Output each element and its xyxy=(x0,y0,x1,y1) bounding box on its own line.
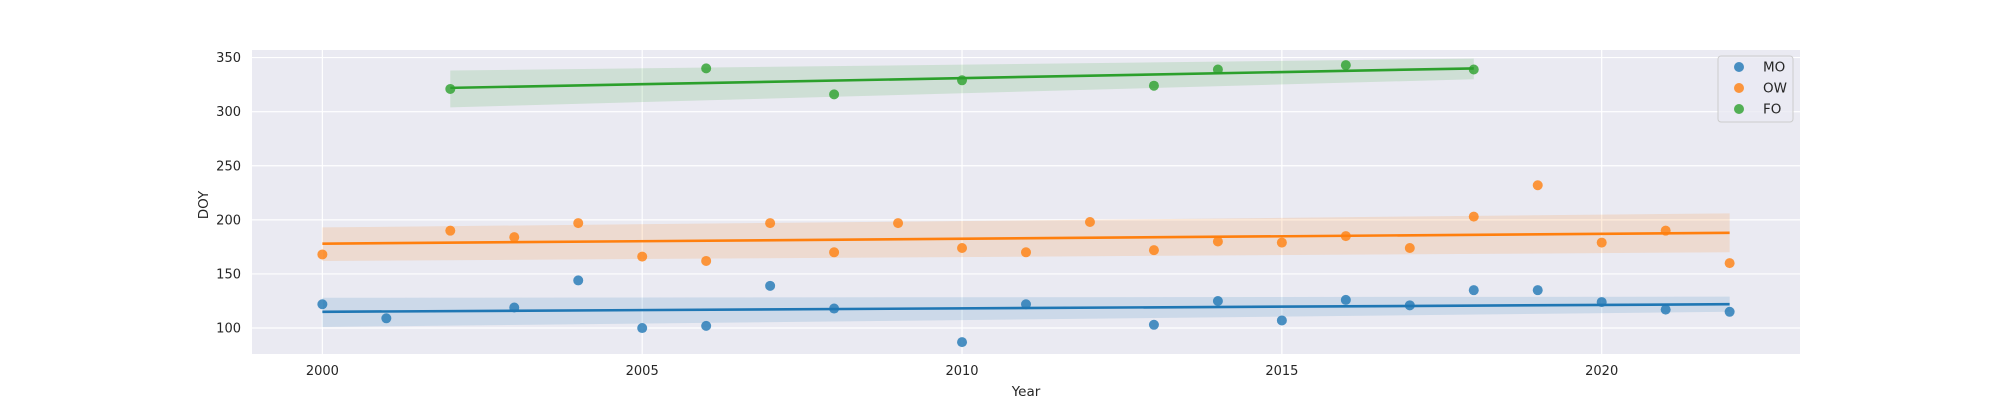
x-tick-label: 2000 xyxy=(306,364,339,379)
x-tick-labels: 2000 2005 2010 2015 2020 xyxy=(306,364,1618,379)
data-point-fo xyxy=(701,63,712,74)
data-point-mo xyxy=(573,275,584,286)
legend-label-mo: MO xyxy=(1763,60,1785,76)
data-point-ow xyxy=(1532,180,1543,191)
data-point-ow xyxy=(637,251,648,262)
data-point-ow xyxy=(1660,225,1671,236)
data-point-mo xyxy=(1660,304,1671,315)
data-point-ow xyxy=(1404,242,1415,253)
data-point-mo xyxy=(1148,319,1159,330)
data-point-mo xyxy=(1021,299,1031,310)
y-tick-label: 200 xyxy=(216,213,241,228)
legend-marker-ow xyxy=(1734,83,1744,93)
y-tick-label: 100 xyxy=(216,322,241,337)
y-tick-label: 250 xyxy=(216,159,241,174)
data-point-mo xyxy=(1340,294,1351,305)
data-point-ow xyxy=(317,249,328,260)
data-point-mo xyxy=(957,337,968,348)
data-point-ow xyxy=(573,218,584,229)
data-point-fo xyxy=(1468,64,1479,75)
data-point-mo xyxy=(381,313,392,324)
data-point-ow xyxy=(1340,231,1351,242)
data-point-mo xyxy=(1212,295,1223,306)
data-point-ow xyxy=(957,242,968,253)
data-point-ow xyxy=(1148,245,1159,256)
data-point-mo xyxy=(1276,315,1287,326)
x-tick-label: 2010 xyxy=(945,364,978,379)
legend-label-ow: OW xyxy=(1763,81,1787,97)
data-point-fo xyxy=(829,89,840,100)
data-point-ow xyxy=(445,225,456,236)
data-point-mo xyxy=(1468,285,1479,296)
data-point-mo xyxy=(1532,285,1543,296)
x-tick-label: 2005 xyxy=(626,364,659,379)
legend-marker-mo xyxy=(1734,62,1744,72)
data-point-fo xyxy=(1148,80,1159,91)
y-tick-label: 150 xyxy=(216,267,241,282)
data-point-mo xyxy=(317,299,328,310)
data-point-ow xyxy=(893,218,904,229)
data-point-fo xyxy=(1212,64,1223,75)
data-point-mo xyxy=(1724,306,1735,317)
data-point-mo xyxy=(509,302,520,313)
x-axis-label: Year xyxy=(1011,384,1041,400)
data-point-mo xyxy=(829,303,840,314)
data-point-fo xyxy=(957,75,968,86)
data-point-ow xyxy=(1084,217,1095,228)
data-point-ow xyxy=(701,255,712,266)
data-point-ow xyxy=(1021,247,1031,258)
data-point-mo xyxy=(765,280,776,291)
data-point-fo xyxy=(445,83,456,94)
data-point-ow xyxy=(1468,211,1479,222)
data-point-ow xyxy=(1212,236,1223,247)
x-tick-label: 2015 xyxy=(1265,364,1298,379)
data-point-ow xyxy=(765,218,776,229)
legend: MO OW FO xyxy=(1717,55,1794,123)
confidence-band-mo xyxy=(322,296,1730,327)
data-point-ow xyxy=(1724,258,1735,269)
data-points xyxy=(317,60,1735,348)
data-point-mo xyxy=(637,323,648,334)
y-tick-labels: 100 150 200 250 300 350 xyxy=(216,51,241,336)
y-tick-label: 300 xyxy=(216,105,241,120)
y-axis-label: DOY xyxy=(196,190,212,219)
data-point-mo xyxy=(701,320,712,331)
x-tick-label: 2020 xyxy=(1585,364,1618,379)
data-point-mo xyxy=(1404,300,1415,311)
y-tick-label: 350 xyxy=(216,51,241,66)
data-point-ow xyxy=(1276,237,1287,248)
data-point-fo xyxy=(1340,60,1351,71)
data-point-mo xyxy=(1596,297,1607,308)
grid xyxy=(252,50,1800,354)
data-point-ow xyxy=(829,247,840,258)
data-point-ow xyxy=(509,232,520,243)
legend-marker-fo xyxy=(1734,104,1744,114)
data-point-ow xyxy=(1596,237,1607,248)
trend-line-ow xyxy=(322,231,1730,245)
legend-label-fo: FO xyxy=(1763,102,1781,118)
